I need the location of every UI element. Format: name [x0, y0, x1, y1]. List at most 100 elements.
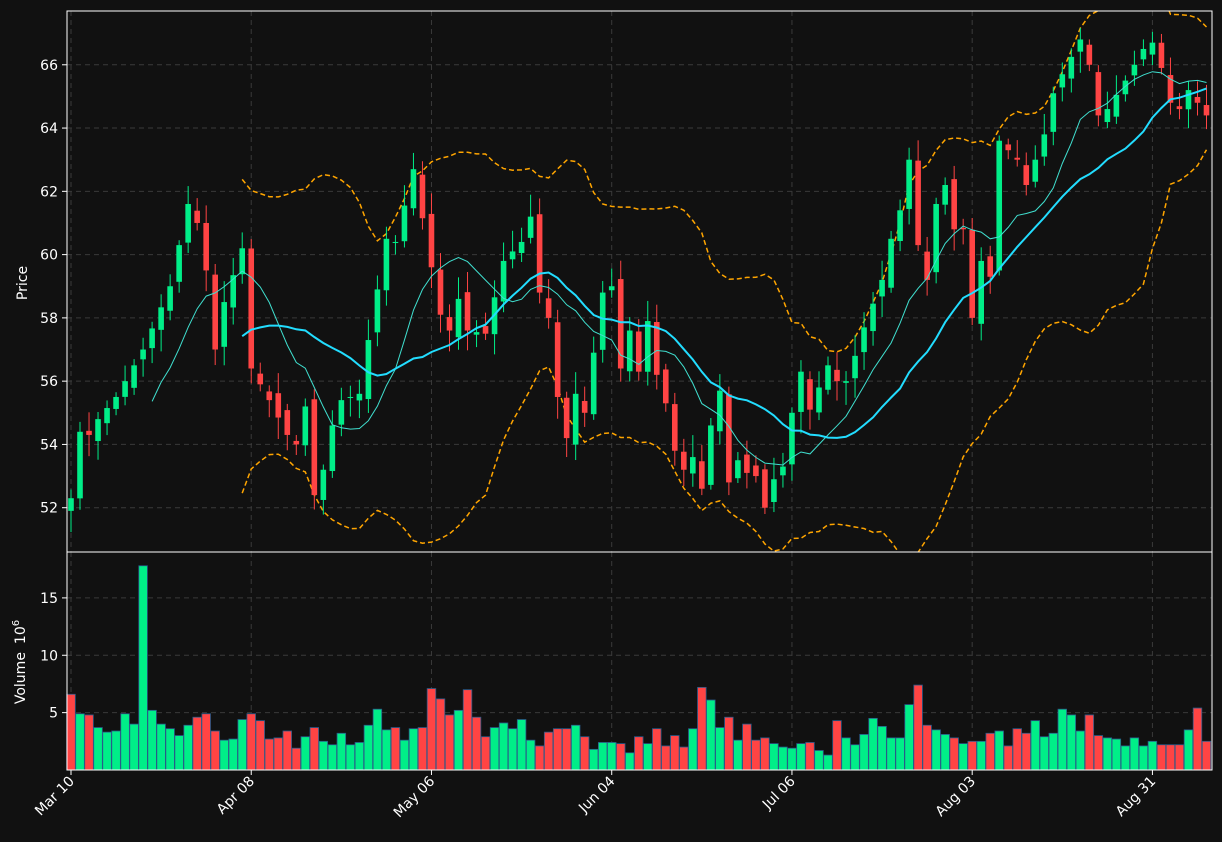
volume-bar [1192, 707, 1203, 771]
candle-body [1086, 44, 1093, 65]
volume-bar [1048, 732, 1058, 771]
volume-bar [625, 752, 635, 771]
volume-bar [1156, 744, 1167, 771]
candle [897, 199, 903, 252]
volume-bar [652, 728, 662, 771]
candle-body [185, 203, 191, 243]
volume-bar [327, 744, 338, 771]
price-tick-label: 58 [40, 311, 58, 327]
candle-body [410, 169, 417, 209]
candle [951, 165, 957, 251]
volume-axis-label-exponent: 10 [13, 626, 29, 644]
candle-body [167, 286, 173, 311]
candle [1131, 50, 1138, 86]
candle-body [1167, 75, 1174, 103]
candle-body [131, 365, 137, 388]
candle [1122, 75, 1129, 102]
candle-body [897, 210, 903, 242]
volume-bars [66, 565, 1212, 771]
candle [275, 373, 282, 440]
candle [789, 407, 795, 481]
volume-bar [1165, 744, 1176, 771]
volume-bar [471, 716, 482, 771]
candle [410, 152, 417, 216]
candle-body [1041, 134, 1048, 157]
volume-bar [66, 693, 76, 771]
volume-bar [435, 698, 446, 771]
volume-bar [138, 565, 148, 771]
candle [933, 197, 939, 284]
volume-bar [534, 745, 545, 771]
candle-body [518, 241, 525, 253]
candle-body [690, 457, 696, 474]
candle [644, 300, 651, 386]
candle [68, 489, 74, 533]
candle-body [158, 307, 164, 330]
candle-body [446, 317, 453, 331]
candle [915, 140, 921, 251]
volume-bar [697, 686, 707, 771]
volume-bar [1075, 730, 1086, 771]
candle-body [789, 412, 795, 465]
volume-bar [498, 722, 509, 771]
candle-body [311, 399, 318, 496]
candle-body [1023, 165, 1030, 186]
candle-body [653, 322, 660, 375]
candle [942, 177, 948, 215]
volume-bar [724, 716, 734, 771]
volume-bar [616, 743, 626, 771]
candle [1086, 39, 1093, 72]
candle-body [1032, 159, 1039, 182]
candle [960, 218, 966, 245]
candle-body [969, 229, 975, 318]
volume-bar [579, 736, 590, 771]
candle [284, 403, 291, 451]
volume-bar [751, 739, 761, 771]
candle [185, 186, 191, 253]
volume-bar [949, 737, 959, 771]
candle [419, 161, 426, 230]
volume-bar [688, 728, 698, 771]
volume-bar [390, 727, 401, 771]
volume-bar [877, 726, 887, 771]
candle-body [807, 379, 813, 410]
candle-body [879, 279, 885, 297]
candle-body [662, 369, 669, 404]
candle [320, 464, 327, 515]
candle-body [113, 396, 119, 409]
candle [392, 235, 399, 255]
candle [248, 239, 255, 384]
candle-body [942, 185, 948, 205]
candle-body [95, 419, 101, 442]
volume-bar [489, 727, 500, 771]
candle-body [681, 451, 687, 470]
volume-tick-label: 15 [40, 591, 58, 607]
candle [176, 240, 182, 293]
volume-bar [507, 728, 518, 771]
candle-body [1095, 72, 1102, 116]
volume-bar [282, 730, 292, 771]
volume-bar [706, 699, 716, 771]
volume-axis-label-superscript: 6 [11, 620, 22, 626]
candle [599, 281, 606, 363]
candle-body [771, 479, 777, 503]
candle-body [951, 179, 957, 230]
candle-body [68, 498, 74, 511]
volume-bar [237, 719, 247, 771]
volume-bar [570, 724, 581, 771]
candle-body [834, 369, 840, 382]
candle-body [464, 292, 471, 331]
candle-body [1149, 42, 1156, 55]
candle [203, 205, 209, 292]
volume-bar [958, 743, 968, 771]
candle [401, 185, 408, 248]
candle-body [572, 393, 579, 445]
volume-bar [832, 720, 842, 771]
candle-body [284, 410, 291, 435]
candle-body [248, 248, 255, 369]
volume-tick-label: 5 [49, 706, 58, 722]
candle-body [329, 425, 336, 472]
candle [717, 374, 723, 445]
candle-body [1113, 94, 1120, 117]
